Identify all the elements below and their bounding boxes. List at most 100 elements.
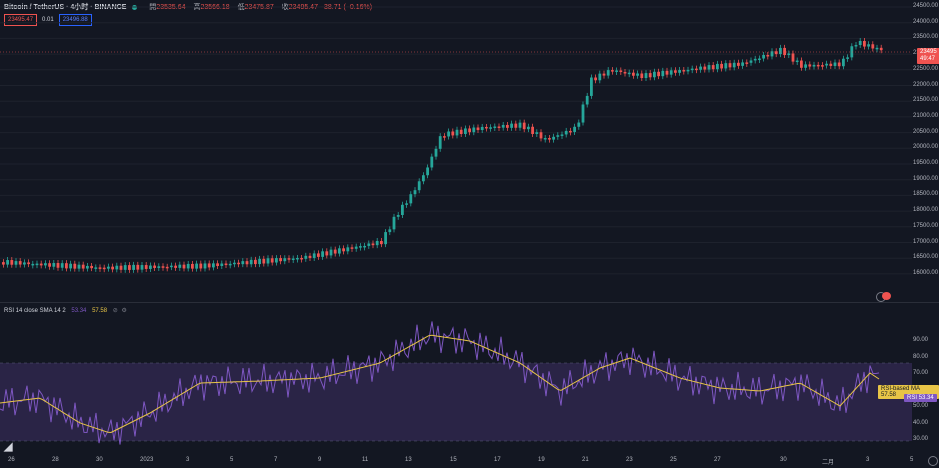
candle	[472, 124, 476, 136]
candle	[228, 260, 232, 269]
candle	[699, 63, 702, 73]
candle	[711, 62, 715, 73]
candle	[140, 262, 144, 273]
candle	[497, 123, 501, 132]
candle	[657, 68, 660, 80]
candle	[468, 125, 471, 136]
candle	[413, 187, 417, 198]
candle	[182, 261, 186, 272]
time-tick-label: 5	[910, 457, 914, 463]
candle	[300, 254, 303, 263]
candle	[501, 121, 505, 131]
candle	[682, 67, 686, 75]
candle	[573, 123, 576, 135]
candle	[354, 243, 358, 252]
candle	[707, 62, 711, 73]
candle	[342, 245, 345, 255]
sell-button[interactable]: 23495.47	[4, 14, 38, 26]
last-price-tag: 23495 49:47	[917, 48, 939, 64]
flag-icon[interactable]	[882, 292, 891, 300]
candle	[741, 59, 744, 69]
price-tick-label: 18500.00	[913, 191, 939, 198]
candle	[724, 60, 728, 72]
candle	[111, 263, 114, 273]
candle	[514, 120, 518, 131]
candle	[560, 131, 564, 139]
last-price-value: 23495	[920, 49, 937, 55]
candle	[653, 68, 656, 81]
candle	[632, 69, 635, 79]
time-axis-settings-icon[interactable]	[928, 456, 938, 466]
candle	[737, 59, 740, 69]
candle	[363, 242, 366, 251]
candle	[405, 200, 408, 208]
candle	[237, 259, 240, 268]
rsi-legend-title[interactable]: RSI 14 close SMA 14 2	[4, 308, 66, 314]
candle	[430, 153, 434, 171]
price-tick-label: 17000.00	[913, 238, 939, 245]
candle	[665, 67, 669, 78]
candle	[594, 74, 597, 84]
candle	[14, 258, 18, 268]
candle	[753, 55, 757, 64]
candle	[766, 51, 770, 60]
price-tick-label: 22500.00	[913, 65, 939, 72]
candle	[581, 101, 585, 126]
candle	[539, 129, 543, 142]
time-tick-label: 21	[582, 457, 589, 463]
candlestick-chart[interactable]	[0, 0, 912, 300]
legend-settings-icon[interactable]: ⚙	[121, 308, 127, 314]
time-tick-label: 5	[230, 457, 234, 463]
candle	[863, 37, 866, 50]
time-tick-label: 2023	[140, 457, 154, 463]
rsi-tag-label: RSI	[907, 395, 918, 401]
candle	[585, 92, 589, 108]
rsi-tick-label: 30.00	[913, 436, 929, 442]
candle	[602, 70, 606, 79]
candle	[325, 248, 329, 259]
candle	[195, 260, 198, 272]
candle	[123, 262, 127, 273]
price-tick-label: 22000.00	[913, 81, 939, 88]
price-axis[interactable]: 24500.0024000.0023500.0023000.0022500.00…	[913, 0, 939, 300]
candle	[170, 262, 173, 271]
tradingview-logo-icon[interactable]: ◢	[4, 441, 13, 453]
candle	[191, 260, 194, 272]
candle	[518, 119, 522, 131]
candle	[489, 124, 492, 132]
price-tick-label: 17500.00	[913, 222, 939, 229]
candle	[212, 260, 215, 271]
candle	[674, 67, 677, 76]
pane-separator[interactable]	[0, 302, 939, 303]
rsi-tick-label: 70.00	[913, 370, 929, 376]
legend-eye-icon[interactable]: ⊘	[112, 308, 118, 314]
buy-button[interactable]: 23496.88	[58, 14, 92, 26]
candle	[787, 50, 791, 59]
rsi-tag: RSI 53.34	[904, 394, 937, 402]
candle	[875, 44, 879, 53]
rsi-line	[0, 321, 880, 445]
candle	[728, 60, 732, 71]
candle	[388, 226, 392, 236]
candle	[842, 55, 845, 70]
candle	[312, 250, 316, 261]
time-tick-label: 二月	[822, 460, 835, 466]
candle	[522, 119, 526, 133]
candle	[564, 127, 568, 138]
candle	[821, 62, 824, 70]
candle	[438, 133, 442, 152]
candle	[804, 61, 807, 71]
candle	[23, 259, 26, 268]
price-tick-label: 19000.00	[913, 175, 939, 182]
candle	[241, 258, 245, 268]
candle	[837, 59, 841, 70]
candle	[220, 260, 224, 269]
candle	[6, 257, 9, 268]
time-axis[interactable]: 26 28 30 2023 3 5 7 9 11 13 15 17 19 21 23 25 27 30 二月 3 5	[0, 455, 939, 467]
candle	[434, 145, 438, 160]
rsi-chart[interactable]	[0, 303, 912, 453]
candle	[94, 264, 98, 272]
candle	[623, 68, 627, 77]
time-tick-label: 7	[274, 457, 278, 463]
